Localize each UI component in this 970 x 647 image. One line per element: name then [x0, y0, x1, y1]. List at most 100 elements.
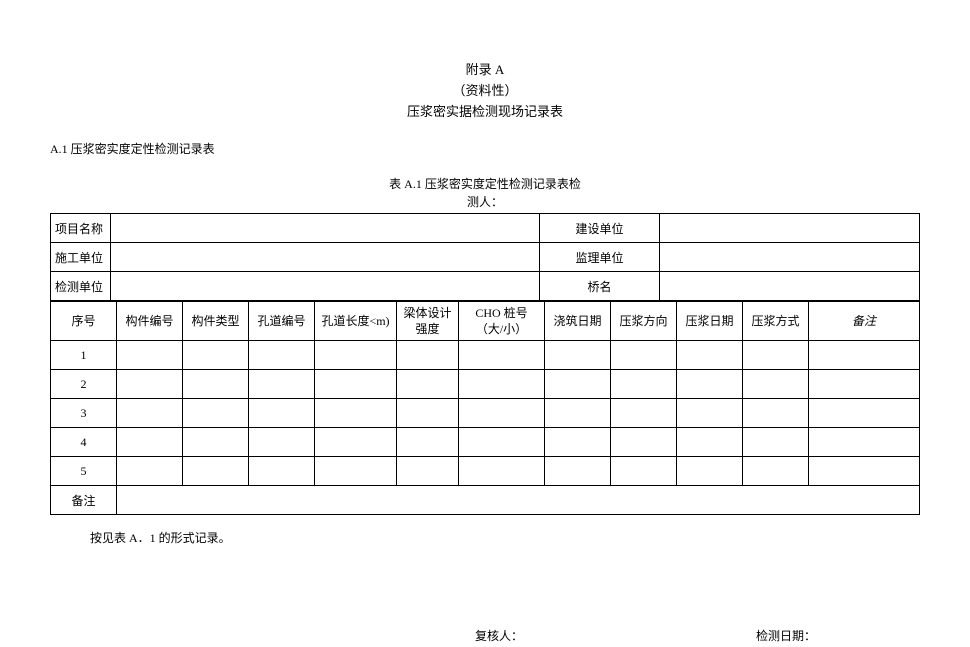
cell — [743, 428, 809, 457]
table-head-row: 序号 构件编号 构件类型 孔道编号 孔道长度<m) 梁体设计 强度 CHO 桩号… — [51, 302, 920, 341]
meta-label: 监理单位 — [540, 243, 660, 272]
cell — [249, 399, 315, 428]
meta-value — [111, 243, 540, 272]
meta-value — [660, 243, 920, 272]
col-strength-l1: 梁体设计 — [401, 305, 454, 322]
cell — [117, 399, 183, 428]
inspector-label: 测人： — [467, 193, 503, 211]
meta-value — [660, 272, 920, 301]
col-seq: 序号 — [51, 302, 117, 341]
meta-label: 检测单位 — [51, 272, 111, 301]
col-strength: 梁体设计 强度 — [397, 302, 459, 341]
table-row: 2 — [51, 370, 920, 399]
remark-label-cell: 备注 — [51, 486, 117, 515]
cell — [545, 457, 611, 486]
table-row: 项目名称 建设单位 — [51, 214, 920, 243]
cell — [249, 370, 315, 399]
cell — [183, 428, 249, 457]
meta-value — [111, 272, 540, 301]
col-remark: 备注 — [809, 302, 920, 341]
col-hole-length: 孔道长度<m) — [315, 302, 397, 341]
cell — [315, 341, 397, 370]
section-title: A.1 压浆密实度定性检测记录表 — [50, 140, 920, 157]
meta-label: 施工单位 — [51, 243, 111, 272]
cell — [545, 341, 611, 370]
appendix-label: 附录 A — [50, 60, 920, 81]
cell — [459, 428, 545, 457]
cell — [459, 399, 545, 428]
cell — [611, 428, 677, 457]
meta-table: 项目名称 建设单位 施工单位 监理单位 检测单位 桥名 — [50, 213, 920, 301]
table-row: 4 — [51, 428, 920, 457]
note-text: 按见表 A．1 的形式记录。 — [90, 529, 920, 546]
doc-title: 压浆密实据检测现场记录表 — [50, 102, 920, 123]
cell — [677, 428, 743, 457]
cell — [315, 428, 397, 457]
cell — [809, 370, 920, 399]
cell — [183, 457, 249, 486]
table-remark-row: 备注 — [51, 486, 920, 515]
cell — [611, 341, 677, 370]
cell — [611, 370, 677, 399]
cell — [459, 341, 545, 370]
col-strength-l2: 强度 — [401, 321, 454, 338]
cell — [809, 428, 920, 457]
remark-value-cell — [117, 486, 920, 515]
seq-cell: 4 — [51, 428, 117, 457]
cell — [397, 457, 459, 486]
table-caption: 表 A.1 压浆密实度定性检测记录表检 — [50, 175, 920, 193]
cell — [677, 370, 743, 399]
seq-cell: 3 — [51, 399, 117, 428]
col-cho: CHO 桩号 （大/小） — [459, 302, 545, 341]
seq-cell: 5 — [51, 457, 117, 486]
cell — [249, 457, 315, 486]
col-pour-date: 浇筑日期 — [545, 302, 611, 341]
cell — [459, 370, 545, 399]
table-row: 1 — [51, 341, 920, 370]
col-cho-l2: （大/小） — [463, 321, 540, 338]
cell — [397, 370, 459, 399]
cell — [183, 399, 249, 428]
cell — [459, 457, 545, 486]
cell — [809, 399, 920, 428]
seq-cell: 1 — [51, 341, 117, 370]
cell — [743, 341, 809, 370]
cell — [397, 428, 459, 457]
table-row: 施工单位 监理单位 — [51, 243, 920, 272]
cell — [743, 399, 809, 428]
meta-value — [111, 214, 540, 243]
table-row: 5 — [51, 457, 920, 486]
cell — [315, 370, 397, 399]
col-component-id: 构件编号 — [117, 302, 183, 341]
meta-label: 建设单位 — [540, 214, 660, 243]
table-row: 3 — [51, 399, 920, 428]
cell — [249, 341, 315, 370]
data-table: 序号 构件编号 构件类型 孔道编号 孔道长度<m) 梁体设计 强度 CHO 桩号… — [50, 301, 920, 515]
cell — [397, 341, 459, 370]
col-hole-id: 孔道编号 — [249, 302, 315, 341]
col-grout-date: 压浆日期 — [677, 302, 743, 341]
cell — [315, 399, 397, 428]
cell — [183, 370, 249, 399]
meta-label: 桥名 — [540, 272, 660, 301]
meta-value — [660, 214, 920, 243]
cell — [611, 457, 677, 486]
cell — [315, 457, 397, 486]
cell — [677, 457, 743, 486]
col-grout-method: 压浆方式 — [743, 302, 809, 341]
cell — [677, 341, 743, 370]
col-component-type: 构件类型 — [183, 302, 249, 341]
reviewer-label: 复核人： — [475, 627, 523, 644]
col-grout-dir: 压浆方向 — [611, 302, 677, 341]
nature-label: （资料性） — [50, 81, 920, 102]
cell — [117, 370, 183, 399]
cell — [249, 428, 315, 457]
cell — [545, 428, 611, 457]
cell — [809, 341, 920, 370]
col-cho-l1: CHO 桩号 — [463, 305, 540, 322]
cell — [117, 457, 183, 486]
cell — [743, 370, 809, 399]
cell — [397, 399, 459, 428]
cell — [611, 399, 677, 428]
inspection-date-label: 检测日期： — [756, 627, 816, 644]
